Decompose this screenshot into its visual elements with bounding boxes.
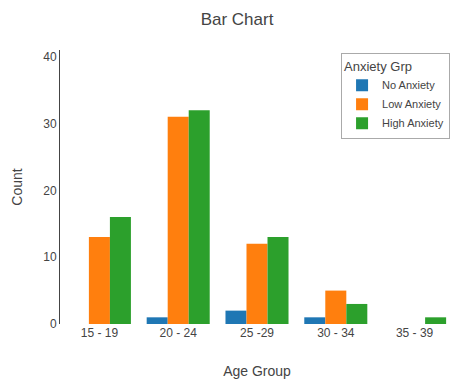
svg-text:Bar Chart: Bar Chart: [201, 10, 274, 29]
svg-text:0: 0: [50, 317, 57, 331]
svg-text:No Anxiety: No Anxiety: [382, 79, 435, 91]
svg-text:30 - 34: 30 - 34: [317, 326, 355, 340]
svg-text:Low Anxiety: Low Anxiety: [382, 98, 441, 110]
svg-text:20 - 24: 20 - 24: [160, 326, 198, 340]
svg-text:High Anxiety: High Anxiety: [382, 117, 444, 129]
svg-text:Anxiety Grp: Anxiety Grp: [344, 59, 412, 74]
svg-text:40: 40: [43, 50, 57, 64]
svg-text:Count: Count: [9, 168, 25, 205]
svg-text:15 - 19: 15 - 19: [81, 326, 119, 340]
svg-text:Age Group: Age Group: [223, 363, 291, 379]
svg-text:35 - 39: 35 - 39: [396, 326, 434, 340]
svg-text:10: 10: [43, 250, 57, 264]
svg-text:25 -29: 25 -29: [240, 326, 274, 340]
svg-text:20: 20: [43, 184, 57, 198]
svg-text:30: 30: [43, 117, 57, 131]
